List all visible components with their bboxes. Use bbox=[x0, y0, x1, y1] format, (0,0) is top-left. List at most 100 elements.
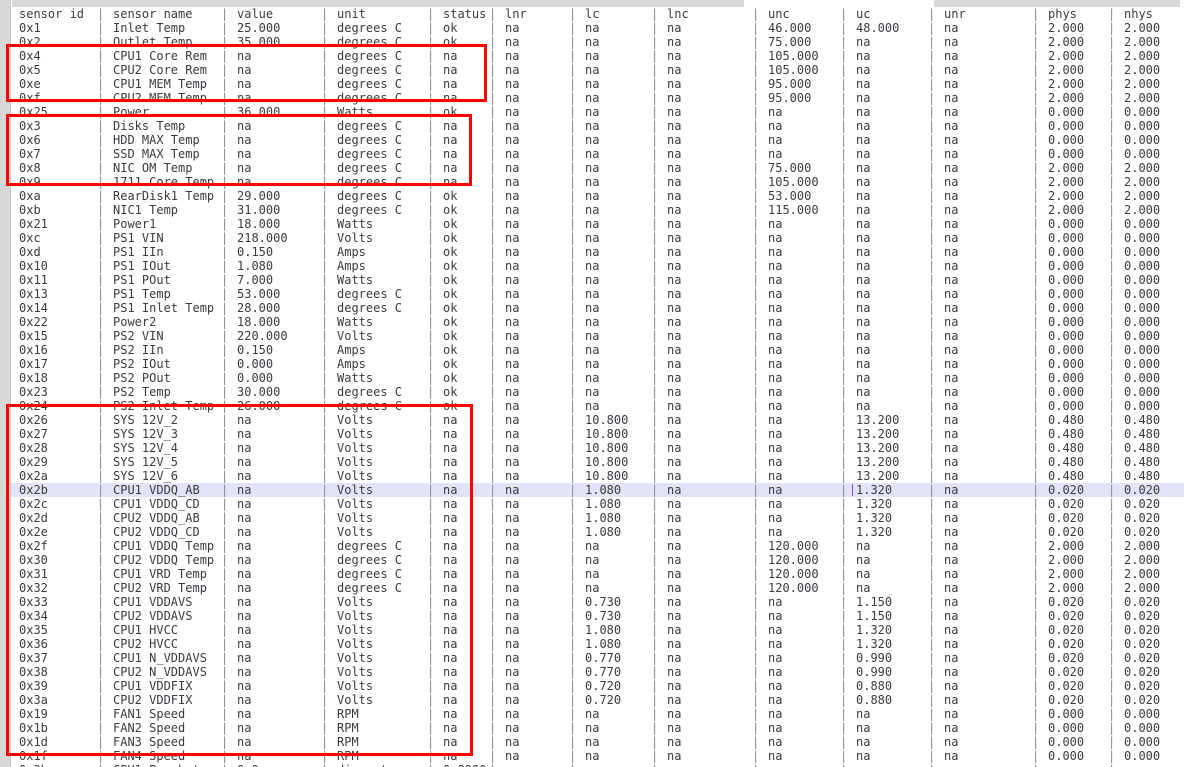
table-row[interactable]: 0x31 | CPU1 VRD Temp | na | degrees C | na | na | na… bbox=[11, 567, 1184, 581]
cell-separator: | bbox=[97, 413, 105, 427]
table-row[interactable]: 0x10 | PS1 IOut | 1.080 | Amps | ok | na | na | na | na |… bbox=[11, 259, 1184, 273]
cell-separator: | bbox=[1032, 455, 1040, 469]
table-row[interactable]: 0x30 | CPU2 VDDQ Temp | na | degrees C | na | na | n… bbox=[11, 553, 1184, 567]
cell-lnc: na bbox=[667, 231, 682, 245]
cell-separator: | bbox=[489, 483, 499, 497]
cell-separator: | bbox=[1032, 231, 1040, 245]
table-row[interactable]: 0x37 | CPU1 N_VDDAVS | na | Volts | na | na | 0.770 |… bbox=[11, 651, 1184, 665]
cell-separator: | bbox=[928, 413, 936, 427]
cell-unr: na bbox=[944, 245, 959, 259]
cell-separator: | bbox=[1108, 399, 1116, 413]
cell-id: 0x1 bbox=[19, 21, 41, 35]
cell-separator: | bbox=[569, 385, 577, 399]
cell-separator: | bbox=[840, 77, 848, 91]
table-row[interactable]: 0x2 | Outlet Temp | 35.000 | degrees C | ok | na | n… bbox=[11, 35, 1184, 49]
cell-separator: | bbox=[752, 721, 760, 735]
cell-separator: | bbox=[489, 763, 499, 767]
cell-separator: | bbox=[651, 763, 661, 767]
table-row[interactable]: 0xc | PS1 VIN | 218.000 | Volts | ok | na | na | na | na… bbox=[11, 231, 1184, 245]
table-row[interactable]: 0x23 | PS2 Temp | 30.000 | degrees C | ok | na | na |… bbox=[11, 385, 1184, 399]
cell-lnc: na bbox=[661, 763, 752, 767]
table-row[interactable]: 0x2b | CPU1 VDDQ_AB | na | Volts | na | na | 1.080 | n… bbox=[11, 483, 1184, 497]
table-row[interactable]: 0x1b | FAN2 Speed | na | RPM | na | na | na | na | na | na… bbox=[11, 721, 1184, 735]
table-row[interactable]: 0x2c | CPU1 VDDQ_CD | na | Volts | na | na | 1.080 | n… bbox=[11, 497, 1184, 511]
table-row[interactable]: 0x15 | PS2 VIN | 220.000 | Volts | ok | na | na | na | n… bbox=[11, 329, 1184, 343]
table-row[interactable]: 0xe | CPU1 MEM Temp | na | degrees C | na | na | na |… bbox=[11, 77, 1184, 91]
table-row[interactable]: 0x3 | Disks Temp | na | degrees C | na | na | na | na |… bbox=[11, 119, 1184, 133]
cell-phys: 0.000 bbox=[1048, 273, 1085, 287]
cell-phys: 0.020 bbox=[1048, 511, 1085, 525]
table-row[interactable]: 0x5 | CPU2 Core Rem | na | degrees C | na | na | na |… bbox=[11, 63, 1184, 77]
cell-value: 218.000 bbox=[237, 231, 288, 245]
table-row[interactable]: 0x27 | SYS 12V_3 | na | Volts | na | na | 10.800 | na |… bbox=[11, 427, 1184, 441]
table-row[interactable]: 0x29 | SYS 12V_5 | na | Volts | na | na | 10.800 | na |… bbox=[11, 455, 1184, 469]
table-row[interactable]: 0x21 | Power1 | 18.000 | Watts | ok | na | na | na | na |… bbox=[11, 217, 1184, 231]
table-row[interactable]: 0x7 | SSD MAX Temp | na | degrees C | na | na | na | n… bbox=[11, 147, 1184, 161]
table-row[interactable]: 0x35 | CPU1 HVCC | na | Volts | na | na | 1.080 | na | n… bbox=[11, 623, 1184, 637]
table-row[interactable]: 0x2e | CPU2 VDDQ_CD | na | Volts | na | na | 1.080 | n… bbox=[11, 525, 1184, 539]
table-row[interactable]: 0x9 | 1711 Core Temp | na | degrees C | na | na | na… bbox=[11, 175, 1184, 189]
cell-uc: na bbox=[856, 35, 871, 49]
table-row[interactable]: 0x2d | CPU2 VDDQ_AB | na | Volts | na | na | 1.080 | n… bbox=[11, 511, 1184, 525]
table-row[interactable]: 0x34 | CPU2 VDDAVS | na | Volts | na | na | 0.730 | na… bbox=[11, 609, 1184, 623]
table-row[interactable]: 0x6 | HDD MAX Temp | na | degrees C | na | na | na | n… bbox=[11, 133, 1184, 147]
table-row[interactable]: 0x36 | CPU2 HVCC | na | Volts | na | na | 1.080 | na | n… bbox=[11, 637, 1184, 651]
table-row[interactable]: 0x1 | Inlet Temp | 25.000 | degrees C | ok | na | na… bbox=[11, 21, 1184, 35]
table-row[interactable]: 0x11 | PS1 POut | 7.000 | Watts | ok | na | na | na | na… bbox=[11, 273, 1184, 287]
cell-unc: na bbox=[768, 287, 783, 301]
cell-separator: | bbox=[752, 483, 762, 497]
cell-separator: | bbox=[928, 749, 936, 763]
cell-separator: | bbox=[427, 497, 435, 511]
table-row[interactable]: 0xf | CPU2 MEM Temp | na | degrees C | na | na | na |… bbox=[11, 91, 1184, 105]
table-row[interactable]: 0x2a | SYS 12V_6 | na | Volts | na | na | 10.800 | na |… bbox=[11, 469, 1184, 483]
cell-uc: na bbox=[856, 315, 871, 329]
table-row[interactable]: 0x3b|CPU1 Prochot|0x0|discrete|0x8000|na… bbox=[11, 763, 1184, 767]
cell-value: na bbox=[237, 609, 252, 623]
cell-name: CPU2 VDDQ Temp bbox=[113, 553, 215, 567]
table-row[interactable]: 0x13 | PS1 Temp | 53.000 | degrees C | ok | na | na |… bbox=[11, 287, 1184, 301]
cell-nhys: 0.020 bbox=[1124, 623, 1161, 637]
table-row[interactable]: 0x24 | PS2 Inlet Temp | 26.000 | degrees C | ok |… bbox=[11, 399, 1184, 413]
cell-phys: 0.000 bbox=[1048, 343, 1085, 357]
cell-separator: | bbox=[1108, 371, 1116, 385]
table-row[interactable]: 0x39 | CPU1 VDDFIX | na | Volts | na | na | 0.720 | na… bbox=[11, 679, 1184, 693]
cell-separator: | bbox=[752, 189, 760, 203]
cell-separator: | bbox=[569, 707, 577, 721]
table-row[interactable]: 0x17 | PS2 IOut | 0.000 | Amps | ok | na | na | na | na |… bbox=[11, 357, 1184, 371]
table-row[interactable]: 0x3a | CPU2 VDDFIX | na | Volts | na | na | 0.720 | na… bbox=[11, 693, 1184, 707]
table-row[interactable]: 0xb | NIC1 Temp | 31.000 | degrees C | ok | na | na |… bbox=[11, 203, 1184, 217]
table-row[interactable]: 0x32 | CPU2 VRD Temp | na | degrees C | na | na | na… bbox=[11, 581, 1184, 595]
cell-nhys: 0.000 bbox=[1124, 735, 1161, 749]
cell-separator: | bbox=[1108, 119, 1116, 133]
table-row[interactable]: 0xa | RearDisk1 Temp | 29.000 | degrees C | ok | n… bbox=[11, 189, 1184, 203]
cell-separator: | bbox=[928, 693, 936, 707]
table-row[interactable]: 0x14 | PS1 Inlet Temp | 28.000 | degrees C | ok |… bbox=[11, 301, 1184, 315]
cell-separator: | bbox=[1032, 567, 1040, 581]
table-row[interactable]: 0x4 | CPU1 Core Rem | na | degrees C | na | na | na |… bbox=[11, 49, 1184, 63]
table-row[interactable]: 0x18 | PS2 POut | 0.000 | Watts | ok | na | na | na | na… bbox=[11, 371, 1184, 385]
cell-separator: | bbox=[321, 693, 329, 707]
cell-separator: | bbox=[752, 273, 760, 287]
cell-nhys: 2.000 bbox=[1124, 63, 1161, 77]
table-row[interactable]: 0x38 | CPU2 N_VDDAVS | na | Volts | na | na | 0.770 |… bbox=[11, 665, 1184, 679]
table-row[interactable]: 0x28 | SYS 12V_4 | na | Volts | na | na | 10.800 | na |… bbox=[11, 441, 1184, 455]
cell-lnc: na bbox=[667, 273, 682, 287]
table-row[interactable]: 0x33 | CPU1 VDDAVS | na | Volts | na | na | 0.730 | na… bbox=[11, 595, 1184, 609]
table-row[interactable]: 0x16 | PS2 IIn | 0.150 | Amps | ok | na | na | na | na | n… bbox=[11, 343, 1184, 357]
table-row[interactable]: 0x19 | FAN1 Speed | na | RPM | na | na | na | na | na | na… bbox=[11, 707, 1184, 721]
table-row[interactable]: 0xd | PS1 IIn | 0.150 | Amps | ok | na | na | na | na | na… bbox=[11, 245, 1184, 259]
cell-value: 0x0 bbox=[231, 763, 321, 767]
cell-separator: | bbox=[321, 609, 329, 623]
table-row[interactable]: 0x1f | FAN4 Speed | na | RPM | na | na | na | na | na | na… bbox=[11, 749, 1184, 763]
table-row[interactable]: 0x2f | CPU1 VDDQ Temp | na | degrees C | na | na | n… bbox=[11, 539, 1184, 553]
table-row[interactable]: 0x1d | FAN3 Speed | na | RPM | na | na | na | na | na | na… bbox=[11, 735, 1184, 749]
terminal-output-area[interactable]: sensor id | sensor name | value | unit |… bbox=[11, 7, 1200, 767]
cell-separator: | bbox=[1032, 581, 1040, 595]
table-row[interactable]: 0x26 | SYS 12V_2 | na | Volts | na | na | 10.800 | na |… bbox=[11, 413, 1184, 427]
table-row[interactable]: 0x25 | Power | 36.000 | Watts | ok | na | na | na | na | n… bbox=[11, 105, 1184, 119]
cell-separator: | bbox=[569, 49, 577, 63]
table-row[interactable]: 0x22 | Power2 | 18.000 | Watts | ok | na | na | na | na |… bbox=[11, 315, 1184, 329]
cell-separator: | bbox=[489, 287, 497, 301]
table-row[interactable]: 0x8 | NIC OM Temp | na | degrees C | na | na | na | na… bbox=[11, 161, 1184, 175]
cell-separator: | bbox=[221, 763, 231, 767]
